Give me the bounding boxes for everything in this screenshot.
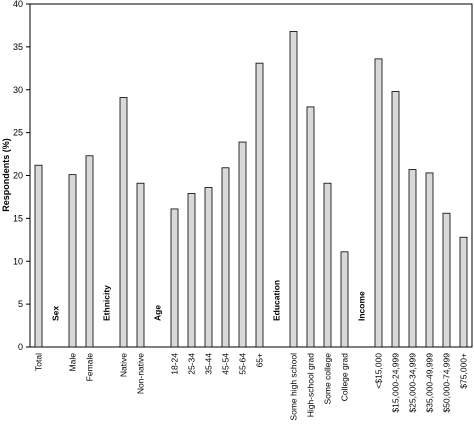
category-label-25-000-34-999: $25,000-34,999	[408, 353, 418, 413]
bar-35-000-49-999	[425, 172, 434, 348]
y-tick-label: 40	[13, 0, 23, 9]
category-label-18-24: 18-24	[170, 353, 180, 375]
category-label-some-college: Some college	[323, 353, 333, 405]
y-axis-title: Respondents (%)	[1, 138, 11, 212]
category-label-female: Female	[85, 353, 95, 382]
category-label-college-grad: College grad	[340, 353, 350, 401]
bar-some-high-school	[289, 31, 298, 348]
y-tick-label: 10	[13, 256, 23, 266]
category-label-25-34: 25-34	[187, 353, 197, 375]
bar-75-000	[459, 236, 468, 348]
category-label-some-high-school: Some high school	[289, 353, 299, 421]
bar-some-college	[323, 182, 332, 348]
plot-area: 0 5 10 15 20 25 30 35 40 Total Sex Male Female Ethnic…	[13, 0, 473, 421]
category-label-75-000: $75,000+	[459, 353, 469, 389]
y-tick-label: 5	[18, 299, 23, 309]
category-label-high-school-grad: High-school grad	[306, 353, 316, 418]
category-label-total: Total	[34, 353, 44, 371]
y-tick-label: 20	[13, 171, 23, 181]
bar-non-native	[136, 182, 145, 348]
category-label-45-54: 45-54	[221, 353, 231, 375]
category-label-15-000: <$15,000	[374, 353, 384, 389]
plot-frame	[29, 3, 473, 348]
bar-25-34	[187, 193, 196, 348]
y-tick-label: 25	[13, 128, 23, 138]
category-label-35-44: 35-44	[204, 353, 214, 375]
category-label-male: Male	[68, 353, 78, 372]
bar-45-54	[221, 167, 230, 348]
group-label-age: Age	[153, 305, 163, 321]
bar-native	[119, 97, 128, 348]
y-tick-label: 15	[13, 213, 23, 223]
group-label-education: Education	[272, 280, 282, 321]
bar-female	[85, 155, 94, 348]
group-label-income: Income	[357, 291, 367, 321]
category-label-50-000-74-999: $50,000-74,999	[442, 353, 452, 413]
bar-college-grad	[340, 251, 349, 348]
bar-male	[68, 174, 77, 348]
group-label-sex: Sex	[51, 306, 61, 321]
group-label-ethnicity: Ethnicity	[102, 285, 112, 321]
y-tick-label: 30	[13, 85, 23, 95]
bar-total	[34, 164, 43, 348]
bar-55-64	[238, 141, 247, 348]
y-tick-label: 35	[13, 42, 23, 52]
bar-18-24	[170, 208, 179, 348]
bar-65	[255, 62, 264, 348]
category-label-55-64: 55-64	[238, 353, 248, 375]
bar-50-000-74-999	[442, 212, 451, 348]
bar-high-school-grad	[306, 106, 315, 348]
bar-35-44	[204, 187, 213, 348]
bar-15-000	[374, 58, 383, 348]
category-label-15-000-24-999: $15,000-24,999	[391, 353, 401, 413]
category-label-native: Native	[119, 353, 129, 377]
category-label-35-000-49-999: $35,000-49,999	[425, 353, 435, 413]
bar-25-000-34-999	[408, 169, 417, 348]
category-label-non-native: Non-native	[136, 353, 146, 394]
y-tick-label: 0	[18, 342, 23, 352]
bar-15-000-24-999	[391, 91, 400, 348]
category-label-65: 65+	[255, 353, 265, 367]
